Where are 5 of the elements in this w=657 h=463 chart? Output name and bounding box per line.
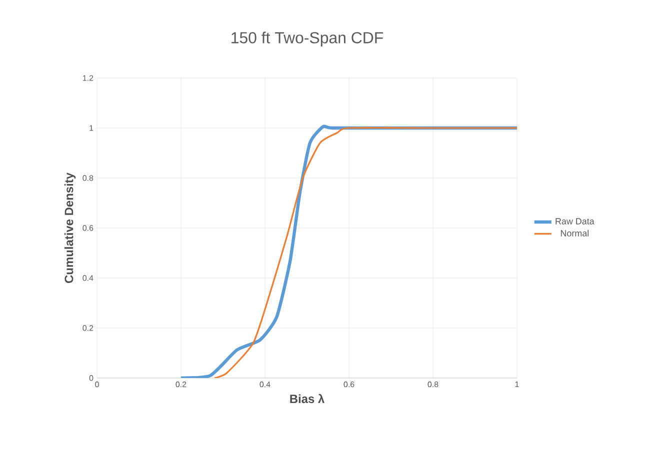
legend-label: Raw Data xyxy=(556,218,594,224)
chart-title: 150 ft Two-Span CDF xyxy=(232,32,383,47)
x-axis-title: Bias λ xyxy=(290,394,324,404)
y-axis-title: Cumulative Density xyxy=(64,172,76,283)
legend-label: Normal xyxy=(560,230,589,236)
